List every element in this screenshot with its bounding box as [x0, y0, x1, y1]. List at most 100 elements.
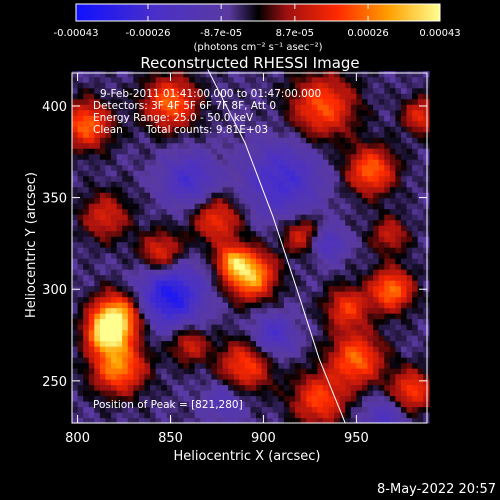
heatmap-cell: [395, 252, 402, 259]
heatmap-cell: [406, 390, 413, 397]
heatmap-cell: [177, 131, 185, 138]
heatmap-cell: [72, 329, 79, 336]
heatmap-cell: [166, 417, 173, 424]
heatmap-cell: [267, 395, 274, 402]
heatmap-cell: [105, 285, 112, 292]
heatmap-cell: [361, 93, 369, 100]
heatmap-cell: [127, 384, 134, 391]
heatmap-cell: [189, 181, 196, 188]
heatmap-cell: [200, 252, 207, 259]
heatmap-cell: [183, 87, 190, 94]
heatmap-cell: [94, 131, 101, 138]
heatmap-cell: [239, 318, 246, 325]
heatmap-cell: [361, 318, 369, 325]
heatmap-cell: [83, 368, 90, 375]
heatmap-cell: [283, 390, 291, 397]
heatmap-cell: [256, 225, 263, 232]
heatmap-cell: [194, 142, 201, 149]
heatmap-cell: [94, 159, 101, 166]
heatmap-cell: [339, 351, 346, 358]
heatmap-cell: [295, 417, 302, 424]
heatmap-cell: [133, 247, 140, 254]
heatmap-cell: [367, 137, 374, 144]
heatmap-cell: [417, 351, 424, 358]
heatmap-cell: [189, 115, 196, 122]
heatmap-cell: [317, 318, 324, 325]
heatmap-cell: [127, 390, 134, 397]
heatmap-cell: [295, 302, 302, 309]
heatmap-cell: [256, 368, 263, 375]
heatmap-cell: [250, 373, 257, 380]
heatmap-cell: [328, 142, 335, 149]
heatmap-cell: [311, 82, 318, 89]
heatmap-cell: [116, 153, 123, 160]
heatmap-cell: [183, 368, 190, 375]
heatmap-cell: [189, 214, 196, 221]
heatmap-cell: [373, 230, 380, 237]
heatmap-cell: [334, 247, 341, 254]
heatmap-cell: [350, 203, 357, 210]
heatmap-cell: [166, 219, 173, 226]
heatmap-cell: [261, 263, 268, 270]
heatmap-cell: [77, 274, 84, 281]
heatmap-cell: [111, 313, 118, 320]
heatmap-cell: [322, 137, 330, 144]
heatmap-cell: [166, 346, 173, 353]
heatmap-cell: [161, 346, 168, 353]
heatmap-cell: [233, 159, 240, 166]
heatmap-cell: [378, 175, 385, 182]
heatmap-cell: [350, 164, 357, 171]
heatmap-cell: [150, 203, 157, 210]
heatmap-cell: [261, 274, 268, 281]
heatmap-cell: [356, 252, 363, 259]
heatmap-cell: [417, 395, 424, 402]
heatmap-cell: [317, 362, 324, 369]
heatmap-cell: [400, 346, 408, 353]
heatmap-cell: [150, 87, 157, 94]
heatmap-cell: [111, 93, 118, 100]
heatmap-cell: [183, 412, 190, 419]
heatmap-cell: [389, 82, 397, 89]
heatmap-cell: [350, 296, 357, 303]
heatmap-cell: [283, 104, 291, 111]
heatmap-cell: [406, 87, 413, 94]
heatmap-cell: [111, 137, 118, 144]
heatmap-cell: [138, 197, 146, 204]
heatmap-cell: [373, 307, 380, 314]
heatmap-cell: [233, 175, 240, 182]
heatmap-cell: [144, 302, 151, 309]
heatmap-cell: [384, 384, 391, 391]
heatmap-cell: [350, 324, 357, 331]
heatmap-cell: [334, 302, 341, 309]
heatmap-cell: [261, 368, 268, 375]
heatmap-cell: [172, 296, 179, 303]
heatmap-cell: [339, 142, 346, 149]
heatmap-cell: [138, 263, 146, 270]
heatmap-cell: [105, 368, 112, 375]
heatmap-cell: [283, 109, 291, 116]
heatmap-cell: [345, 258, 352, 265]
heatmap-cell: [144, 82, 151, 89]
heatmap-cell: [289, 263, 296, 270]
heatmap-cell: [361, 280, 369, 287]
heatmap-cell: [278, 263, 285, 270]
heatmap-cell: [361, 214, 369, 221]
heatmap-cell: [417, 263, 424, 270]
heatmap-cell: [283, 192, 291, 199]
heatmap-cell: [94, 417, 101, 424]
heatmap-cell: [367, 379, 374, 386]
heatmap-cell: [99, 357, 107, 364]
heatmap-cell: [222, 263, 229, 270]
heatmap-cell: [161, 324, 168, 331]
heatmap-cell: [345, 241, 352, 248]
heatmap-cell: [384, 258, 391, 265]
heatmap-cell: [161, 153, 168, 160]
heatmap-cell: [72, 340, 79, 347]
heatmap-cell: [400, 241, 408, 248]
heatmap-cell: [122, 126, 129, 133]
heatmap-cell: [127, 324, 134, 331]
heatmap-cell: [94, 93, 101, 100]
heatmap-cell: [261, 197, 268, 204]
heatmap-cell: [94, 153, 101, 160]
heatmap-cell: [166, 87, 173, 94]
